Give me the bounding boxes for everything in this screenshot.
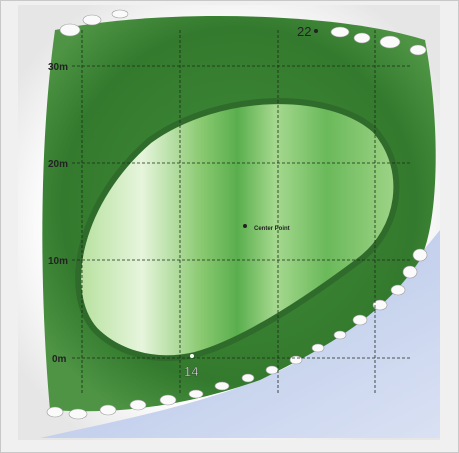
putting-green <box>75 98 400 362</box>
center-label: Center Point <box>254 226 290 232</box>
marker-label: 22 <box>297 24 311 39</box>
scale-label: 20m <box>48 159 68 170</box>
scale-label: 10m <box>48 256 68 267</box>
center-dot <box>243 224 247 228</box>
scale-label: 0m <box>52 354 67 365</box>
scale-label: 30m <box>48 62 68 73</box>
marker-dot <box>314 29 318 33</box>
rocks <box>46 9 428 420</box>
marker-dot <box>190 354 194 358</box>
water <box>40 230 440 438</box>
grid <box>72 30 410 395</box>
marker-label: 14 <box>184 364 198 379</box>
